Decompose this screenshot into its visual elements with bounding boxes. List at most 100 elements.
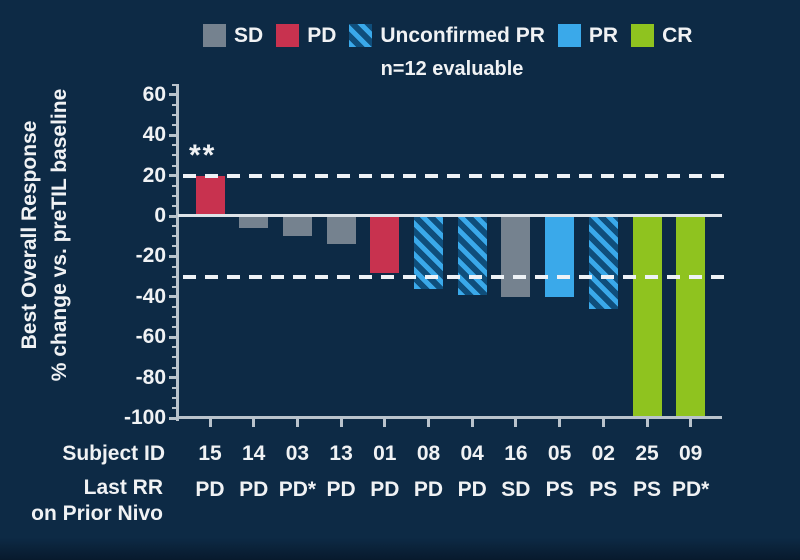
legend-swatch-pr-icon xyxy=(557,24,581,47)
legend-item-unconfirmed-pr: Unconfirmed PR xyxy=(349,24,545,47)
subject-id-value: 05 xyxy=(547,442,572,465)
x-axis-tick xyxy=(558,419,562,427)
subject-id-value: 16 xyxy=(504,442,528,465)
subject-id-value: 08 xyxy=(416,442,441,465)
subject-id-value: 13 xyxy=(329,442,353,465)
y-axis-major-tick xyxy=(169,133,178,137)
y-axis-minor-tick xyxy=(172,194,178,197)
x-axis-tick xyxy=(689,419,693,427)
y-axis-tick-label: 40 xyxy=(142,123,166,147)
last-rr-value: PD xyxy=(239,478,269,501)
y-axis-minor-tick xyxy=(172,326,178,329)
x-axis-tick xyxy=(208,419,212,427)
y-axis-minor-tick xyxy=(172,245,178,248)
zero-baseline-line xyxy=(178,214,722,217)
y-axis-minor-tick xyxy=(172,103,178,106)
y-axis-major-tick xyxy=(169,214,178,218)
bar-subject-14 xyxy=(239,216,269,229)
y-axis-minor-tick xyxy=(172,124,178,127)
subject-id-value: 09 xyxy=(679,442,703,465)
last-rr-value: PS xyxy=(632,478,661,501)
bar-subject-05 xyxy=(545,216,575,297)
y-axis-minor-tick xyxy=(172,396,178,399)
bar-subject-16 xyxy=(501,216,531,297)
last-rr-value: PD xyxy=(413,478,444,501)
y-axis-line xyxy=(176,84,179,421)
subject-id-row-label: Subject ID xyxy=(62,442,165,465)
bar-subject-15 xyxy=(195,175,225,216)
dashed-reference-line-20 xyxy=(183,173,726,178)
last-rr-row-label-line2: on Prior Nivo xyxy=(31,502,163,525)
subject-id-value: 04 xyxy=(460,442,484,465)
y-axis-major-tick xyxy=(169,376,178,380)
y-axis-tick-label: 60 xyxy=(142,82,166,106)
x-axis-tick xyxy=(514,419,518,427)
y-axis-minor-tick xyxy=(172,184,178,187)
bar-subject-13 xyxy=(326,216,356,245)
legend-item-sd: SD xyxy=(203,24,263,47)
y-axis-major-tick xyxy=(169,174,178,178)
y-axis-major-tick xyxy=(169,254,178,258)
y-axis-major-tick xyxy=(169,335,178,339)
y-axis-tick-label: 0 xyxy=(154,204,166,227)
x-axis-tick xyxy=(383,419,387,427)
y-axis-minor-tick xyxy=(172,305,178,308)
last-rr-value: PD* xyxy=(278,478,317,501)
last-rr-value: PD* xyxy=(672,478,710,501)
bar-subject-01 xyxy=(370,216,400,273)
y-axis-major-tick xyxy=(169,416,178,420)
legend-item-pr: PR xyxy=(557,24,619,47)
y-axis-minor-tick xyxy=(172,275,178,278)
last-rr-value: PS xyxy=(589,478,618,501)
y-axis-minor-tick xyxy=(172,265,178,268)
last-rr-value: SD xyxy=(501,478,531,501)
y-axis-minor-tick xyxy=(172,225,178,228)
subject-id-value: 15 xyxy=(198,442,222,465)
bar-subject-09 xyxy=(676,216,706,418)
last-rr-row-label-line1: Last RR xyxy=(83,476,163,499)
y-axis-tick-label: -100 xyxy=(123,406,166,429)
legend-label: PD xyxy=(307,24,337,47)
y-axis-tick-label: -60 xyxy=(135,325,166,349)
legend: SD PD Unconfirmed PR PR CR xyxy=(203,24,692,47)
subject-id-value: 03 xyxy=(285,442,310,465)
x-axis-tick xyxy=(295,419,299,427)
y-axis-minor-tick xyxy=(172,114,178,116)
x-axis-line xyxy=(176,416,722,419)
bar-subject-25 xyxy=(632,216,662,418)
bar-subject-03 xyxy=(282,216,312,237)
y-axis-tick-label: -40 xyxy=(135,284,166,308)
legend-label: SD xyxy=(234,24,264,47)
subject-id-value: 02 xyxy=(591,442,615,465)
legend-swatch-cr-icon xyxy=(631,24,655,47)
x-axis-tick xyxy=(252,419,256,427)
dashed-reference-line--30 xyxy=(183,274,726,279)
last-rr-value: PD xyxy=(457,478,487,501)
legend-swatch-pd-icon xyxy=(276,24,300,47)
last-rr-value: PD xyxy=(195,478,225,501)
y-axis-tick-label: -80 xyxy=(135,365,166,389)
y-axis-minor-tick xyxy=(172,316,178,318)
last-rr-value: PD xyxy=(370,478,400,501)
y-axis-tick-label: -20 xyxy=(135,244,166,268)
legend-label: PR xyxy=(588,24,619,47)
subject-id-value: 25 xyxy=(635,442,659,465)
y-axis-major-tick xyxy=(169,93,178,97)
x-axis-tick xyxy=(427,419,430,427)
x-axis-tick xyxy=(601,419,605,427)
x-axis-tick xyxy=(339,419,343,427)
y-axis-minor-tick xyxy=(172,285,178,288)
legend-label: CR xyxy=(662,24,693,47)
x-axis-tick xyxy=(470,419,474,427)
x-axis-tick xyxy=(645,419,649,427)
legend-swatch-sd-icon xyxy=(203,24,226,47)
y-axis-minor-tick xyxy=(172,356,178,359)
y-axis-minor-tick xyxy=(172,406,178,409)
legend-item-pd: PD xyxy=(276,24,336,47)
subject-id-value: 14 xyxy=(242,442,266,465)
subtitle: n=12 evaluable xyxy=(380,58,524,80)
y-axis-minor-tick xyxy=(172,366,178,369)
subject-id-value: 01 xyxy=(373,442,397,465)
